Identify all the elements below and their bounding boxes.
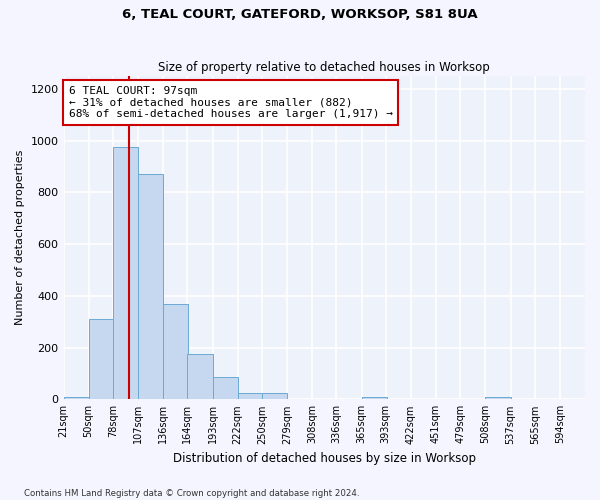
- Bar: [362, 396, 386, 400]
- Text: 6 TEAL COURT: 97sqm
← 31% of detached houses are smaller (882)
68% of semi-detac: 6 TEAL COURT: 97sqm ← 31% of detached ho…: [69, 86, 393, 119]
- Bar: [163, 304, 188, 400]
- Bar: [138, 174, 163, 400]
- Bar: [262, 393, 287, 400]
- Y-axis label: Number of detached properties: Number of detached properties: [15, 150, 25, 326]
- Text: 6, TEAL COURT, GATEFORD, WORKSOP, S81 8UA: 6, TEAL COURT, GATEFORD, WORKSOP, S81 8U…: [122, 8, 478, 20]
- Bar: [89, 319, 114, 400]
- Bar: [485, 396, 511, 400]
- Text: Contains HM Land Registry data © Crown copyright and database right 2024.: Contains HM Land Registry data © Crown c…: [24, 488, 359, 498]
- Bar: [64, 396, 89, 400]
- Bar: [212, 378, 238, 400]
- Title: Size of property relative to detached houses in Worksop: Size of property relative to detached ho…: [158, 60, 490, 74]
- Bar: [238, 393, 263, 400]
- Bar: [113, 147, 138, 400]
- Bar: [187, 354, 212, 400]
- X-axis label: Distribution of detached houses by size in Worksop: Distribution of detached houses by size …: [173, 452, 476, 465]
